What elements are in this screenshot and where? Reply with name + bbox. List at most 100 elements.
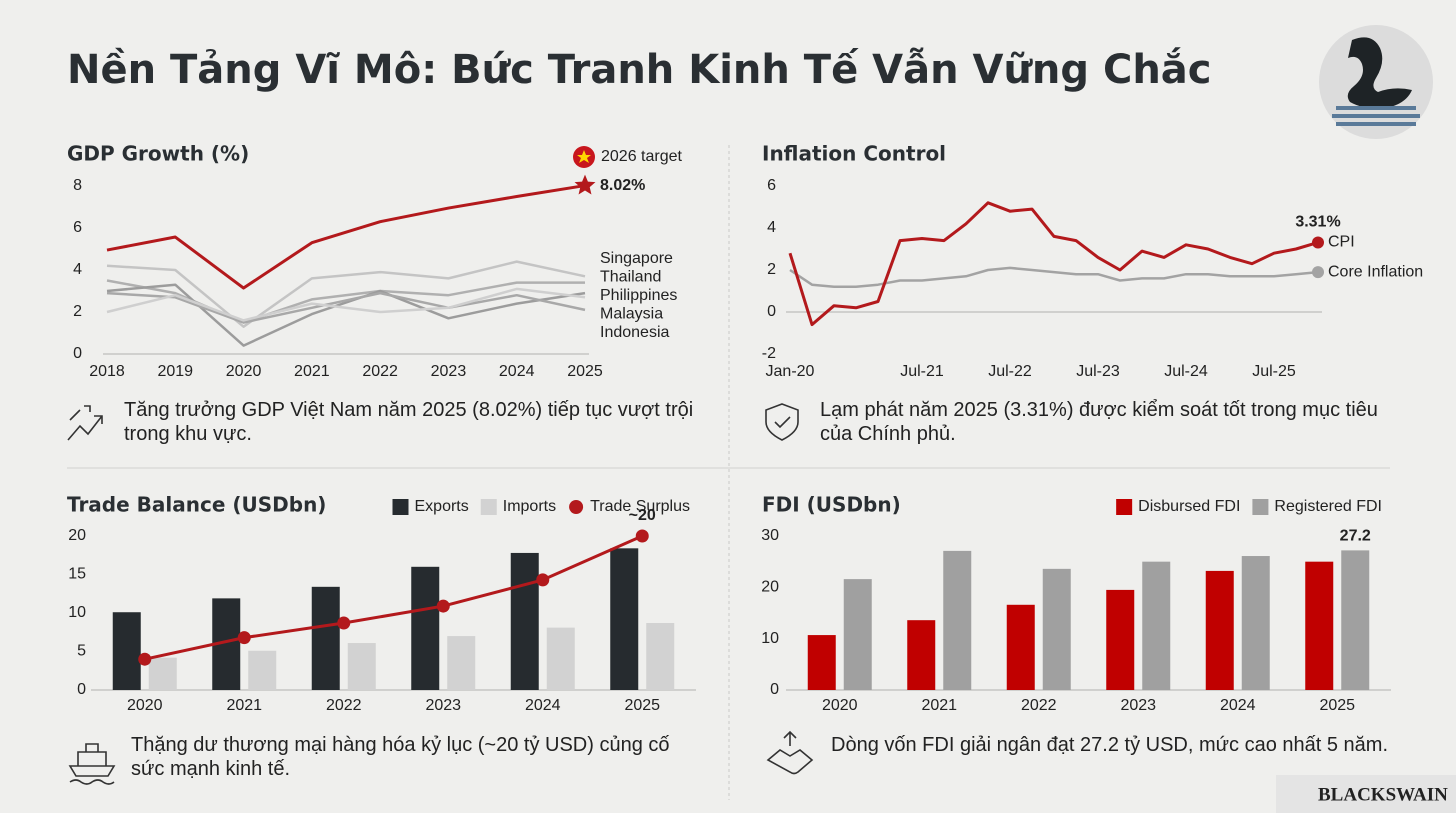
x-tick-label: 2020 — [822, 697, 858, 714]
bar — [610, 548, 639, 690]
bar — [646, 623, 675, 690]
x-tick-label: 2021 — [921, 697, 957, 714]
logo — [1319, 25, 1433, 139]
point — [574, 174, 596, 195]
point — [138, 652, 152, 666]
y-tick-label: 5 — [77, 643, 86, 660]
y-tick-label: 6 — [767, 177, 776, 194]
x-tick-label: 2024 — [525, 697, 561, 714]
value-label: 3.31% — [1295, 214, 1340, 231]
bar — [311, 586, 340, 690]
x-tick-label: 2022 — [1021, 697, 1057, 714]
x-tick-label: Jul-23 — [1076, 363, 1120, 380]
legend-label: Disbursed FDI — [1138, 498, 1240, 515]
bar — [1241, 556, 1270, 690]
x-tick-label: Jan-20 — [766, 363, 815, 380]
point — [337, 616, 351, 630]
line — [789, 266, 1319, 289]
line — [106, 184, 586, 290]
x-tick-label: 2023 — [431, 363, 467, 380]
point — [1312, 266, 1324, 279]
bar — [1341, 550, 1370, 690]
bar — [411, 566, 440, 690]
series-label: Indonesia — [600, 324, 669, 341]
series-label: Philippines — [600, 287, 677, 304]
bar — [1305, 561, 1334, 690]
annotation-text: 2026 target — [601, 148, 683, 165]
point — [1312, 236, 1324, 249]
value-label: 27.2 — [1340, 528, 1371, 545]
bar — [1205, 570, 1234, 690]
value-label: ~20 — [629, 507, 656, 524]
x-tick-label: 2022 — [326, 697, 362, 714]
y-tick-label: -2 — [762, 345, 776, 362]
legend-swatch — [569, 500, 584, 514]
legend-swatch — [1116, 499, 1133, 515]
legend-label: Trade Surplus — [590, 498, 690, 515]
caption: Dòng vốn FDI giải ngân đạt 27.2 tỷ USD, … — [831, 734, 1389, 756]
x-tick-label: 2025 — [1319, 697, 1355, 714]
x-tick-label: 2024 — [499, 363, 535, 380]
x-tick-label: 2025 — [567, 363, 603, 380]
bar — [112, 612, 141, 690]
legend-swatch — [480, 499, 497, 515]
chart-title: Inflation Control — [762, 142, 946, 166]
chart-title: FDI (USDbn) — [762, 493, 901, 517]
line — [106, 287, 586, 322]
series-label: Thailand — [600, 269, 661, 286]
y-tick-label: 20 — [68, 527, 86, 544]
line — [144, 534, 643, 661]
bar — [347, 643, 376, 690]
x-tick-label: Jul-21 — [900, 363, 944, 380]
line — [106, 283, 586, 347]
x-tick-label: 2024 — [1220, 697, 1256, 714]
x-tick-label: 2021 — [294, 363, 330, 380]
x-tick-label: 2022 — [362, 363, 398, 380]
bar — [447, 636, 476, 690]
value-label: 8.02% — [600, 177, 645, 194]
y-tick-label: 0 — [73, 345, 82, 362]
x-tick-label: Jul-24 — [1164, 363, 1208, 380]
chart-title: Trade Balance (USDbn) — [67, 493, 326, 517]
y-tick-label: 4 — [73, 261, 82, 278]
icons — [67, 403, 814, 785]
legend-label: Exports — [415, 498, 469, 515]
y-tick-label: 10 — [761, 630, 779, 647]
bar — [807, 635, 836, 690]
bar — [1006, 604, 1035, 690]
page-title: Nền Tảng Vĩ Mô: Bức Tranh Kinh Tế Vẫn Vữ… — [67, 46, 1212, 93]
bar — [943, 550, 972, 690]
legend-label: Imports — [503, 498, 556, 515]
legend-swatch — [1252, 499, 1269, 515]
x-tick-label: 2018 — [89, 363, 125, 380]
x-tick-label: Jul-25 — [1252, 363, 1296, 380]
caption: Lạm phát năm 2025 (3.31%) được kiểm soát… — [820, 399, 1378, 445]
series-label: Core Inflation — [1328, 263, 1423, 280]
brand: BLACKSWAIN — [1318, 784, 1448, 805]
y-tick-label: 30 — [761, 527, 779, 544]
bar — [1106, 589, 1135, 690]
y-tick-label: 20 — [761, 579, 779, 596]
bar — [1042, 568, 1071, 690]
y-tick-label: 8 — [73, 177, 82, 194]
x-tick-label: 2023 — [1120, 697, 1156, 714]
line — [106, 279, 585, 324]
y-tick-label: 0 — [767, 303, 776, 320]
series-label: Singapore — [600, 250, 673, 267]
brand-box: BLACKSWAIN — [1276, 775, 1456, 813]
bar — [907, 620, 936, 690]
y-tick-label: 2 — [767, 261, 776, 278]
legend-label: Registered FDI — [1274, 498, 1382, 515]
legend-swatch — [392, 499, 409, 515]
series-label: CPI — [1328, 234, 1355, 251]
caption: Tăng trưởng GDP Việt Nam năm 2025 (8.02%… — [124, 399, 694, 445]
line — [106, 260, 586, 328]
point — [635, 529, 649, 543]
point — [436, 599, 450, 613]
y-tick-label: 0 — [770, 681, 779, 698]
annotation: 2026 target — [573, 146, 683, 168]
point — [237, 631, 251, 645]
bar — [843, 579, 872, 690]
point — [536, 573, 550, 587]
